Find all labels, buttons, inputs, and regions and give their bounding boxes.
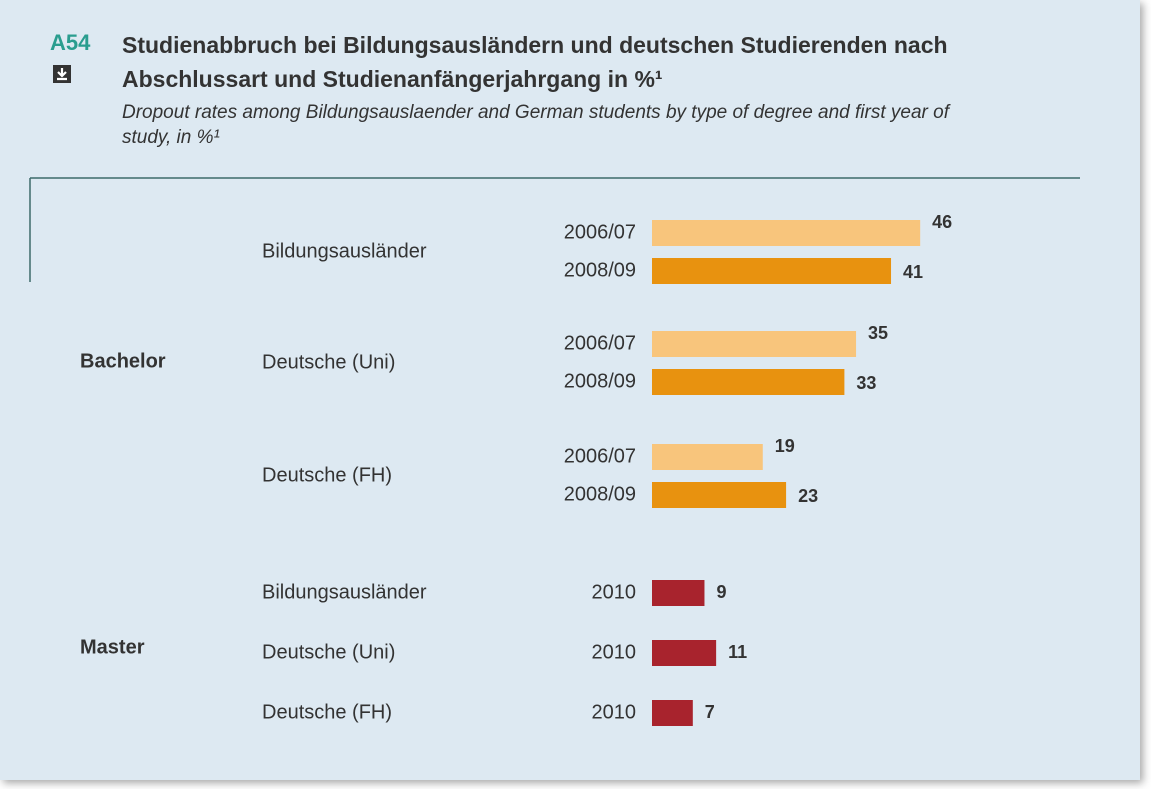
figure-label: A54: [50, 30, 91, 55]
category-label: 2008/09: [564, 370, 636, 392]
value-label: 7: [705, 702, 715, 722]
bar: [652, 700, 693, 726]
icon-arrow: [57, 68, 67, 81]
group-label: Deutsche (Uni): [262, 641, 395, 663]
bar: [652, 331, 857, 357]
category-label: 2006/07: [564, 221, 636, 243]
category-label: 2010: [592, 701, 637, 723]
degree-label: Bachelor: [80, 350, 166, 372]
chart-subtitle: Dropout rates among Bildungsauslaender a…: [122, 102, 949, 148]
bar: [652, 482, 787, 508]
group-label: Deutsche (Uni): [262, 351, 395, 373]
card: [0, 0, 1140, 780]
value-label: 35: [868, 323, 888, 343]
category-label: 2006/07: [564, 445, 636, 467]
value-label: 23: [798, 486, 818, 506]
value-label: 9: [716, 582, 726, 602]
bar: [652, 258, 892, 284]
bar: [652, 444, 763, 470]
value-label: 41: [903, 262, 923, 282]
value-label: 33: [856, 373, 876, 393]
bar: [652, 580, 705, 606]
bar: [652, 369, 845, 395]
group-label: Bildungsausländer: [262, 581, 427, 603]
download-icon[interactable]: [52, 64, 72, 84]
chart-title: Studienabbruch bei Bildungsausländern un…: [122, 32, 948, 92]
value-label: 19: [775, 436, 795, 456]
degree-label: Master: [80, 636, 145, 658]
category-label: 2010: [592, 641, 637, 663]
group-label: Bildungsausländer: [262, 240, 427, 262]
category-label: 2006/07: [564, 332, 636, 354]
category-label: 2008/09: [564, 483, 636, 505]
category-label: 2010: [592, 581, 637, 603]
value-label: 11: [728, 642, 747, 662]
group-label: Deutsche (FH): [262, 464, 392, 486]
group-label: Deutsche (FH): [262, 701, 392, 723]
category-label: 2008/09: [564, 259, 636, 281]
bar: [652, 220, 921, 246]
bar: [652, 640, 717, 666]
value-label: 46: [932, 212, 952, 232]
